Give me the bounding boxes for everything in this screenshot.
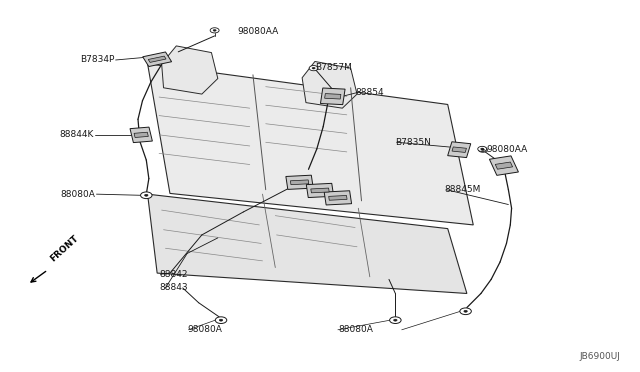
Text: B7835N: B7835N <box>396 138 431 147</box>
Text: 88844K: 88844K <box>59 130 93 140</box>
Polygon shape <box>148 64 473 225</box>
Bar <box>329 195 347 200</box>
Text: 98080AA: 98080AA <box>486 145 527 154</box>
Bar <box>307 183 333 198</box>
Bar <box>286 175 313 189</box>
Circle shape <box>141 192 152 199</box>
Bar <box>134 132 148 138</box>
Polygon shape <box>162 46 218 94</box>
Bar <box>324 191 351 205</box>
Circle shape <box>220 319 223 321</box>
Circle shape <box>477 146 486 151</box>
Text: B7857M: B7857M <box>315 63 352 72</box>
Circle shape <box>210 28 219 33</box>
Circle shape <box>394 319 397 321</box>
Text: 88845M: 88845M <box>445 185 481 194</box>
Circle shape <box>213 29 216 31</box>
Circle shape <box>481 149 484 151</box>
Text: FRONT: FRONT <box>49 233 81 263</box>
Bar <box>495 162 513 169</box>
Text: 88843: 88843 <box>159 283 188 292</box>
Text: 98080A: 98080A <box>187 325 222 334</box>
Circle shape <box>460 308 471 315</box>
Text: JB6900UJ: JB6900UJ <box>579 352 620 361</box>
Polygon shape <box>148 194 467 294</box>
Bar <box>311 188 329 193</box>
Bar <box>490 156 518 175</box>
Text: 88080A: 88080A <box>338 325 372 334</box>
Text: B7834P: B7834P <box>80 55 115 64</box>
Bar <box>143 52 172 67</box>
Bar <box>447 142 471 158</box>
Text: 88080A: 88080A <box>60 190 95 199</box>
Text: 88854: 88854 <box>355 88 384 97</box>
Bar <box>130 127 152 142</box>
Bar <box>452 147 467 153</box>
Text: 88842: 88842 <box>159 270 188 279</box>
Bar <box>148 56 166 62</box>
Circle shape <box>215 317 227 324</box>
Circle shape <box>478 147 487 152</box>
Bar <box>291 180 308 185</box>
Circle shape <box>309 65 318 71</box>
Text: 98080AA: 98080AA <box>237 26 278 36</box>
Circle shape <box>145 194 148 196</box>
Circle shape <box>464 310 467 312</box>
Bar <box>321 88 345 105</box>
Bar <box>324 94 341 99</box>
Circle shape <box>312 67 315 69</box>
Circle shape <box>481 148 484 150</box>
Polygon shape <box>302 61 357 108</box>
Circle shape <box>390 317 401 324</box>
